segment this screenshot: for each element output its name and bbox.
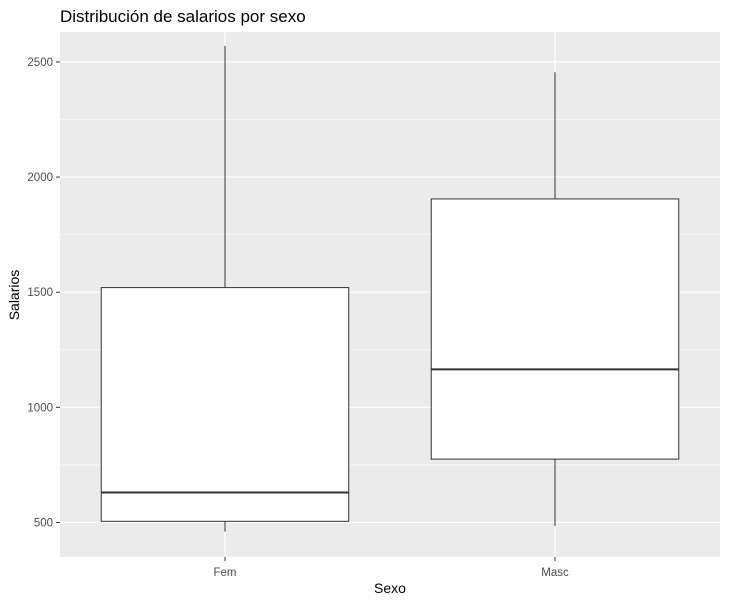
y-tick-label: 1500 (27, 287, 53, 299)
x-axis-title: Sexo (374, 580, 406, 596)
x-tick-label: Masc (541, 567, 569, 579)
x-axis-ticks: Fem Masc (214, 557, 569, 579)
y-tick-label: 1000 (27, 402, 53, 414)
y-axis-ticks: 500 1000 1500 2000 2500 (27, 57, 60, 529)
y-tick-label: 2500 (27, 57, 53, 69)
iqr-box (430, 198, 680, 460)
y-axis-title: Salarios (6, 270, 22, 321)
boxes-layer (100, 45, 680, 532)
box-fem (100, 45, 350, 532)
iqr-box (100, 287, 350, 522)
box-masc (430, 72, 680, 526)
x-tick-label: Fem (214, 567, 237, 579)
y-tick-label: 2000 (27, 172, 53, 184)
chart-title: Distribución de salarios por sexo (60, 7, 306, 26)
y-tick-label: 500 (34, 517, 53, 529)
